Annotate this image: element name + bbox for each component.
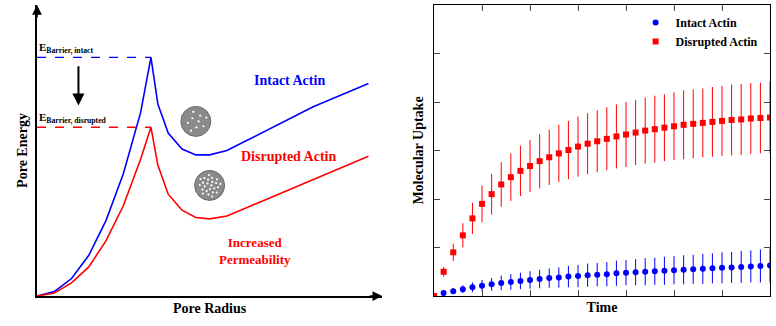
- svg-text:Pore Radius: Pore Radius: [173, 301, 247, 316]
- svg-text:Intact Actin: Intact Actin: [254, 73, 325, 88]
- svg-text:IncreasedPermeability: IncreasedPermeability: [219, 235, 291, 267]
- svg-text:Time: Time: [587, 300, 618, 315]
- svg-text:Intact Actin: Intact Actin: [676, 16, 737, 30]
- svg-text:E​Barrier, disrupted​: E​Barrier, disrupted​: [39, 111, 107, 125]
- svg-text:Disrupted Actin: Disrupted Actin: [241, 149, 337, 164]
- svg-text:Disrupted Actin: Disrupted Actin: [676, 35, 758, 49]
- svg-text:Molecular Uptake: Molecular Uptake: [411, 96, 426, 204]
- svg-text:Pore Energy: Pore Energy: [15, 113, 30, 188]
- svg-text:E​Barrier, intact​: E​Barrier, intact​: [39, 41, 93, 55]
